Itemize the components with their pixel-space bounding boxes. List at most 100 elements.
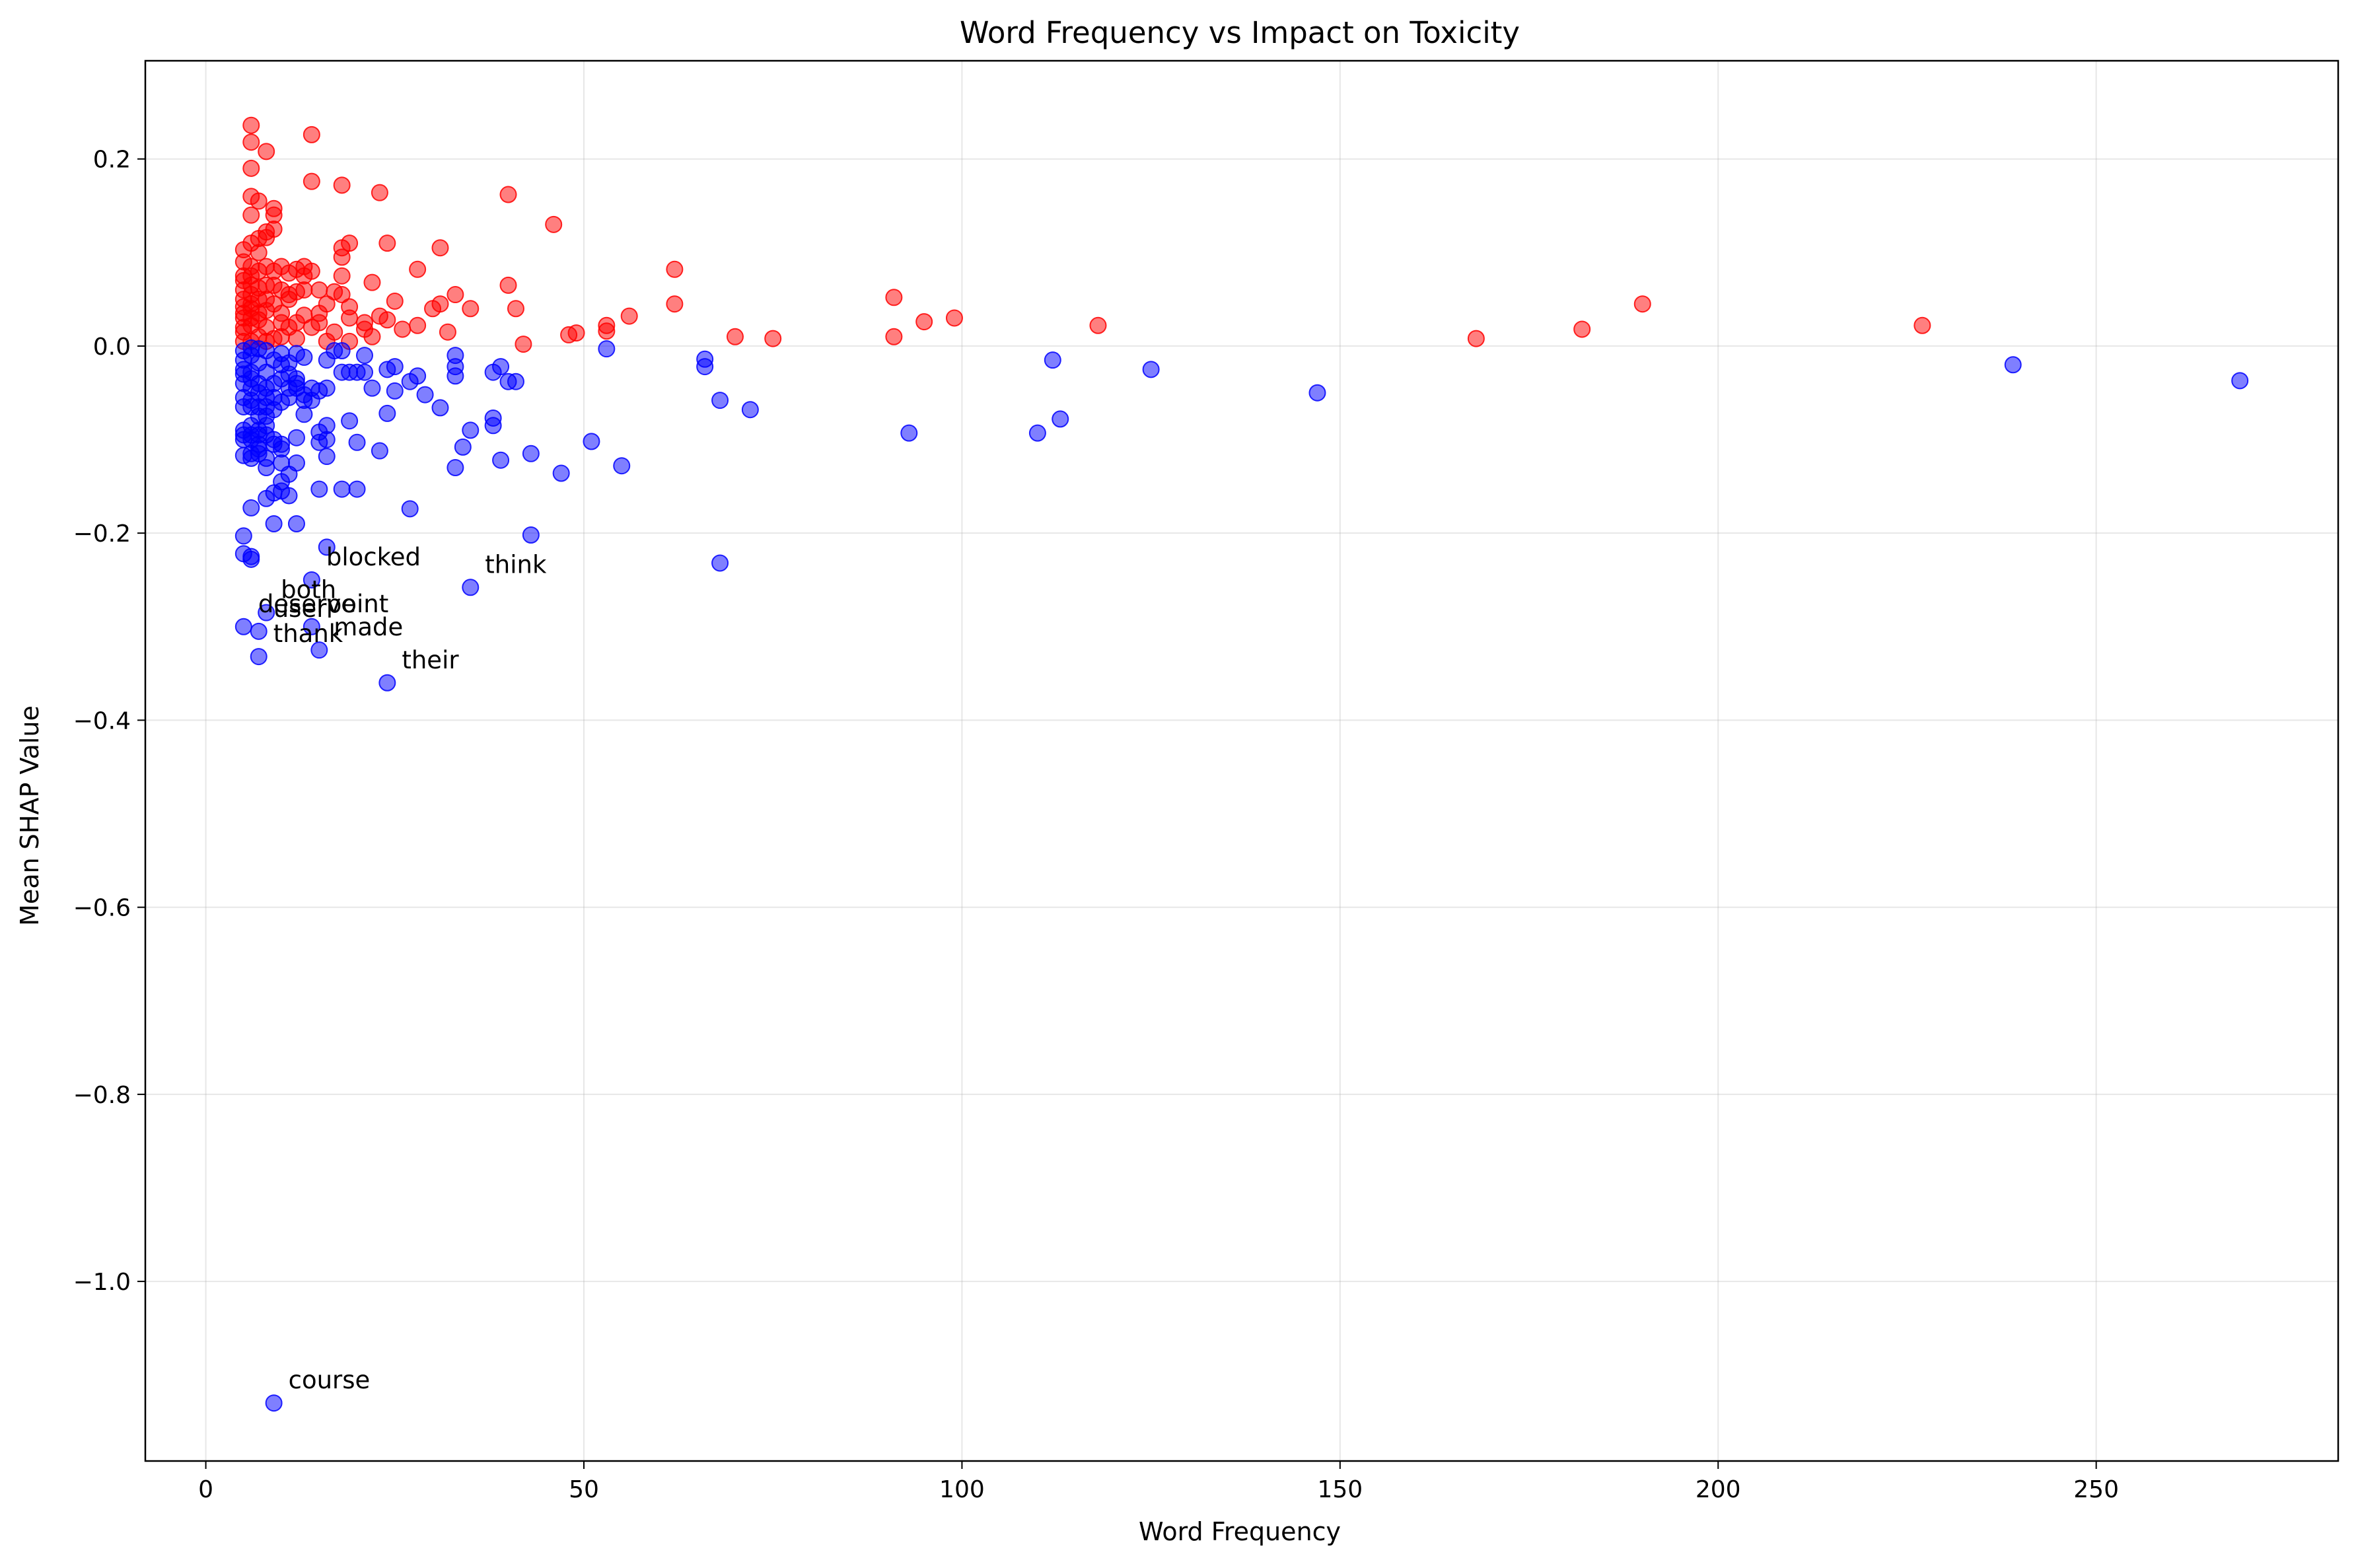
scatter-point [341,412,359,430]
scatter-point [363,273,381,291]
scatter-point [280,388,298,406]
scatter-point [250,192,268,210]
scatter-point [454,438,472,456]
scatter-point [287,454,305,472]
scatter-point [499,186,517,203]
scatter-point [265,515,283,533]
point-annotation: made [334,613,403,641]
scatter-point [250,435,268,453]
x-tick-label: 50 [569,1476,599,1503]
chart-title: Word Frequency vs Impact on Toxicity [960,15,1520,50]
scatter-point [303,125,320,143]
scatter-point [522,445,540,462]
scatter-point [356,347,373,365]
scatter-point [250,291,268,308]
x-tick-label: 100 [939,1476,985,1503]
scatter-point [250,622,268,640]
scatter-point [242,449,260,467]
scatter-point [1913,316,1931,334]
scatter-point [258,143,275,160]
scatter-point [409,260,427,278]
scatter-point [258,276,275,294]
scatter-point [1044,351,1061,369]
scatter-point [287,429,305,446]
scatter-point [234,618,252,635]
scatter-point [915,313,933,331]
scatter-point [333,267,351,285]
scatter-point [303,571,320,588]
scatter-point [318,417,336,435]
point-annotation: thank [273,620,343,648]
scatter-point [462,421,480,439]
scatter-point [431,239,449,257]
scatter-point [2231,372,2249,390]
scatter-point [447,347,464,365]
scatter-point [666,295,684,313]
scatter-point [242,116,260,134]
y-tick-label: 0.2 [93,147,131,174]
scatter-point [287,515,305,533]
scatter-point [885,328,903,345]
scatter-point [378,234,396,252]
scatter-point [409,316,427,334]
scatter-point [945,309,963,327]
point-annotation: deserve [258,590,356,618]
scatter-point [242,370,260,388]
scatter-point [258,604,275,622]
x-axis-label: Word Frequency [1139,1517,1341,1546]
scatter-point [234,281,252,299]
scatter-point [567,324,585,342]
scatter-point [333,480,351,498]
scatter-point [1028,424,1046,442]
scatter-point [386,358,404,376]
scatter-point [250,648,268,666]
scatter-point [371,442,388,460]
scatter-point [265,1394,283,1412]
scatter-point [303,618,320,635]
scatter-point [258,449,275,467]
point-annotation: both [281,576,336,604]
scatter-point [522,526,540,544]
point-annotation: user [273,594,327,623]
point-annotation: think [485,550,547,579]
scatter-point [242,206,260,224]
scatter-point [310,480,328,498]
x-tick-label: 150 [1317,1476,1363,1503]
scatter-point [363,328,381,345]
scatter-point [394,320,411,338]
scatter-point [499,276,517,294]
scatter-point [696,350,714,368]
scatter-point [1142,361,1160,378]
scatter-point [310,641,328,659]
scatter-point [348,433,366,451]
scatter-point [242,133,260,151]
scatter-point [492,451,510,469]
scatter-point [711,392,729,410]
scatter-point [273,440,291,458]
scatter-point [371,184,388,201]
scatter-point [545,215,563,233]
scatter-point [431,399,449,417]
data-points [234,116,2249,1412]
scatter-point [484,409,502,427]
scatter-point [303,172,320,190]
scatter-point [386,382,404,400]
scatter-point [356,363,373,381]
scatter-point [378,674,396,692]
scatter-point [1633,295,1651,313]
scatter-point [424,300,442,318]
x-tick-label: 200 [1696,1476,1741,1503]
x-tick-label: 250 [2073,1476,2119,1503]
scatter-point [265,295,283,313]
scatter-point [242,499,260,517]
scatter-point [711,554,729,572]
scatter-point [1573,320,1591,338]
scatter-point [726,328,744,345]
y-tick-label: −1.0 [73,1269,131,1296]
scatter-point [598,340,616,358]
scatter-point [303,392,320,410]
scatter-point [333,286,351,304]
scatter-point [885,289,903,306]
